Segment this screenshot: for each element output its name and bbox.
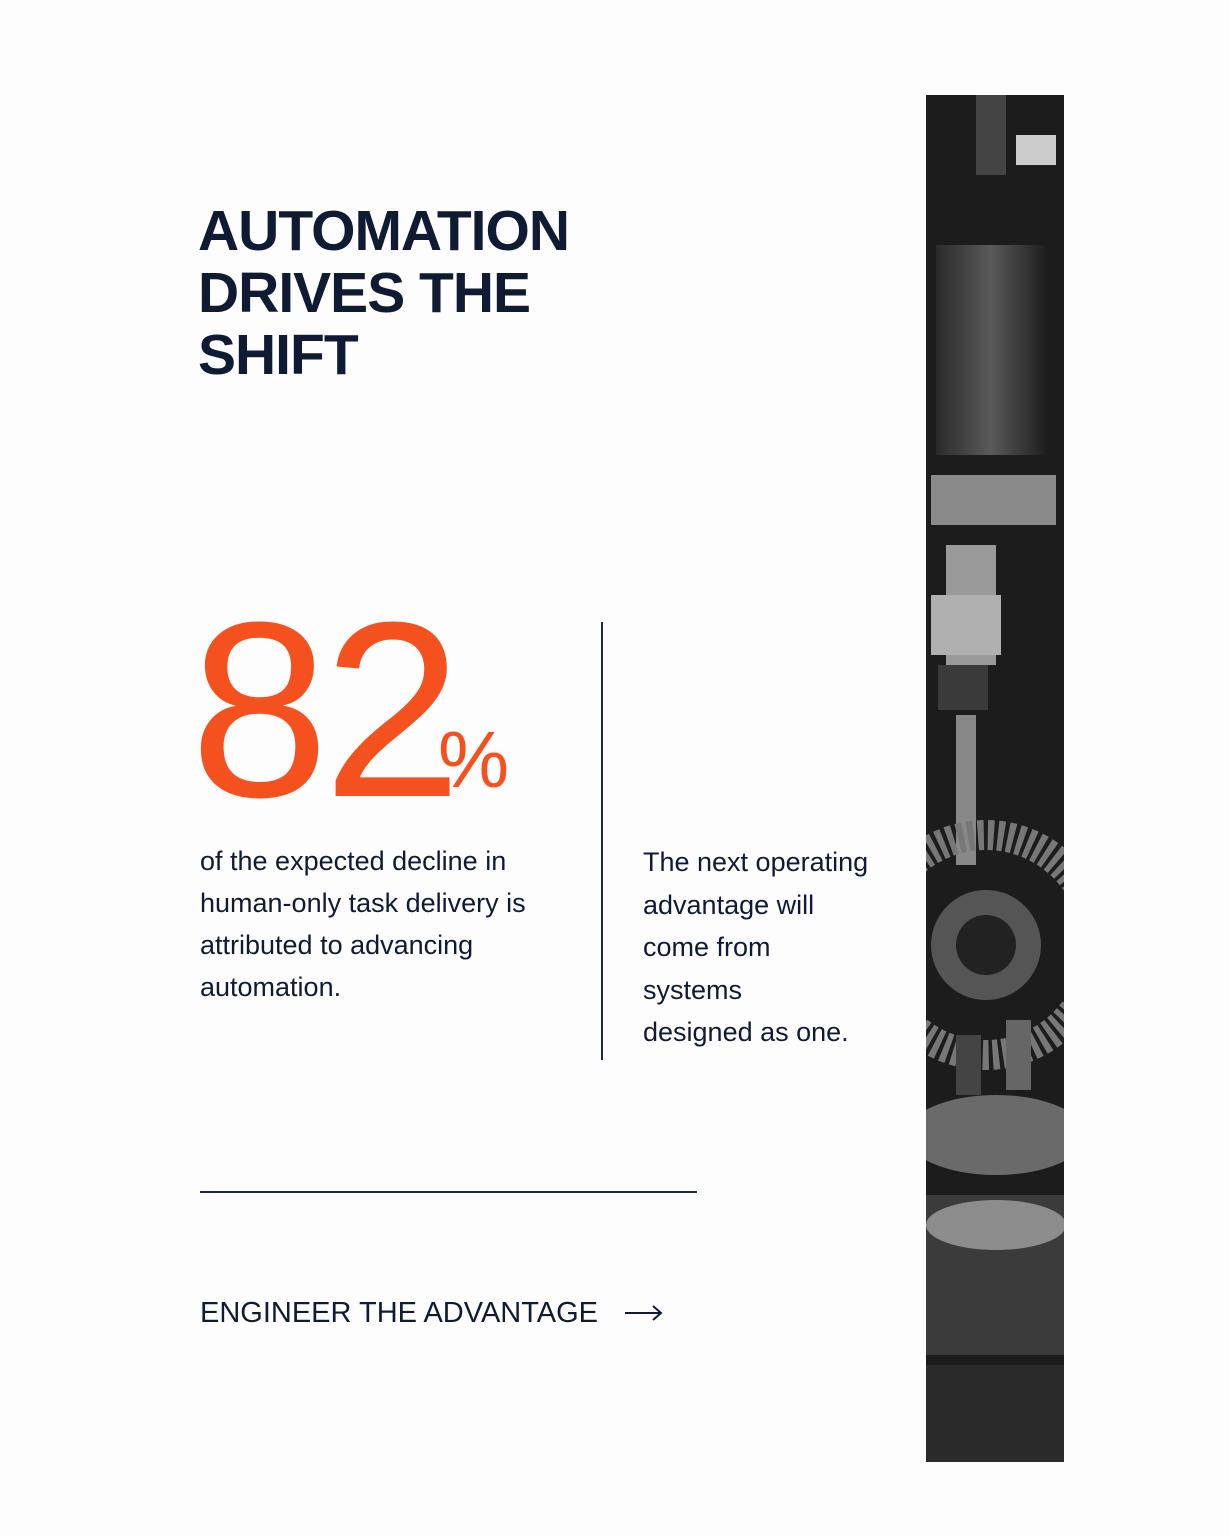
quote-line: advantage will [643,889,815,920]
description-line: attributed to advancing [200,930,474,960]
description-line: automation. [200,972,342,1002]
divider [601,622,603,1060]
quote: The next operating advantage will come fro… [643,841,868,1054]
headline-line: SHIFT [198,323,359,387]
description-line: of the expected decline in [200,846,507,876]
arrow-icon [625,1305,663,1321]
headline-line: DRIVES THE [198,261,531,325]
quote-line: come from [643,932,771,962]
machinery-image [926,95,1064,1462]
quote-line: designed as one. [643,1017,849,1047]
description-line: human-only task delivery is [200,888,526,918]
quote-line: The next operating [643,847,869,877]
stat-unit: % [438,715,510,804]
rule [200,1191,697,1193]
stat-number: 82 [190,570,462,849]
cta-label: ENGINEER THE ADVANTAGE [200,1297,599,1329]
headline: AUTOMATION DRIVES THE SHIFT [198,199,570,387]
headline-line: AUTOMATION [198,199,570,263]
quote-line: systems [643,974,743,1005]
cta-link[interactable]: ENGINEER THE ADVANTAGE [200,1295,664,1331]
stat-description: of the expected decline in human-only tas… [200,840,526,1008]
